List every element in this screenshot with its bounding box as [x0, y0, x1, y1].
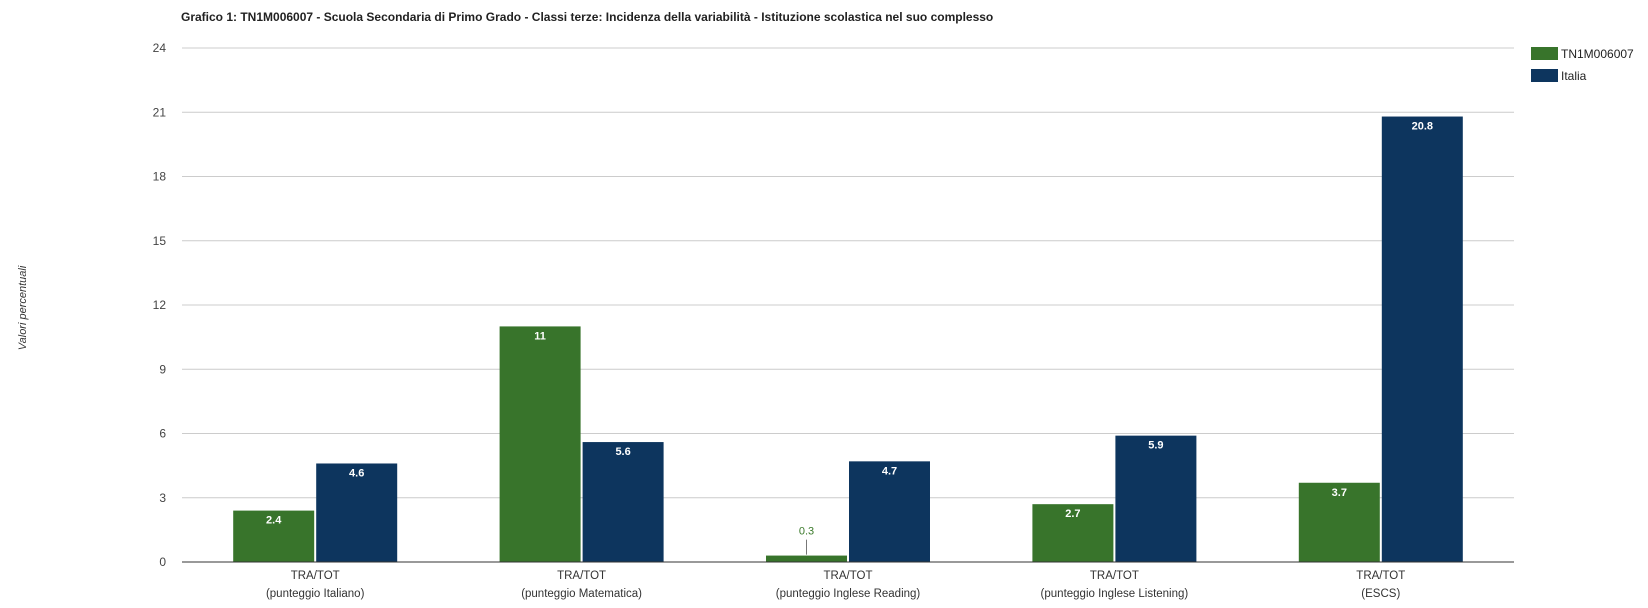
legend: TN1M006007 Italia: [1531, 47, 1634, 83]
data-label: 2.4: [266, 515, 282, 527]
x-tick-label: TRA/TOT: [291, 570, 340, 582]
bar-school: [500, 326, 581, 562]
data-label: 3.7: [1332, 487, 1347, 499]
y-tick-label: 12: [153, 298, 167, 312]
x-tick-label: (punteggio Matematica): [521, 588, 642, 600]
bar-italia: [1115, 436, 1196, 562]
x-tick-label: (punteggio Inglese Listening): [1041, 588, 1189, 600]
data-label: 11: [534, 330, 546, 342]
x-tick-label: (punteggio Italiano): [266, 588, 365, 600]
x-tick-label: (punteggio Inglese Reading): [776, 588, 921, 600]
data-label: 20.8: [1412, 121, 1433, 133]
y-axis-label: Valori percentuali: [17, 265, 29, 350]
bar-italia: [1382, 117, 1463, 562]
bar-italia: [583, 442, 664, 562]
y-tick-label: 18: [153, 170, 167, 184]
data-label: 5.6: [615, 446, 630, 458]
x-tick-label: TRA/TOT: [1356, 570, 1405, 582]
data-label: 2.7: [1065, 508, 1080, 520]
y-tick-label: 21: [153, 105, 167, 119]
legend-swatch: [1531, 47, 1558, 60]
data-label: 4.7: [882, 465, 897, 477]
x-tick-label: (ESCS): [1361, 588, 1400, 600]
legend-label: TN1M006007: [1561, 47, 1634, 61]
y-tick-label: 15: [153, 234, 167, 248]
y-tick-label: 3: [159, 491, 166, 505]
x-axis-categories: TRA/TOT (punteggio Italiano) TRA/TOT (punte…: [266, 570, 1405, 600]
data-label: 5.9: [1148, 440, 1163, 452]
x-tick-label: TRA/TOT: [824, 570, 873, 582]
chart-title: Grafico 1: TN1M006007 - Scuola Secondari…: [181, 10, 993, 24]
y-tick-label: 24: [153, 41, 167, 55]
y-tick-label: 9: [159, 362, 166, 376]
data-label: 4.6: [349, 467, 364, 479]
bar-school: [766, 556, 847, 562]
bars: [233, 117, 1463, 562]
y-tick-label: 0: [159, 555, 166, 569]
gridlines: [182, 48, 1514, 498]
legend-swatch: [1531, 69, 1558, 82]
data-label: 0.3: [799, 526, 814, 538]
y-axis-ticks: 0 3 6 9 12 15 18 21 24: [153, 41, 167, 569]
x-tick-label: TRA/TOT: [557, 570, 606, 582]
legend-label: Italia: [1561, 69, 1587, 83]
x-tick-label: TRA/TOT: [1090, 570, 1139, 582]
y-tick-label: 6: [159, 427, 166, 441]
